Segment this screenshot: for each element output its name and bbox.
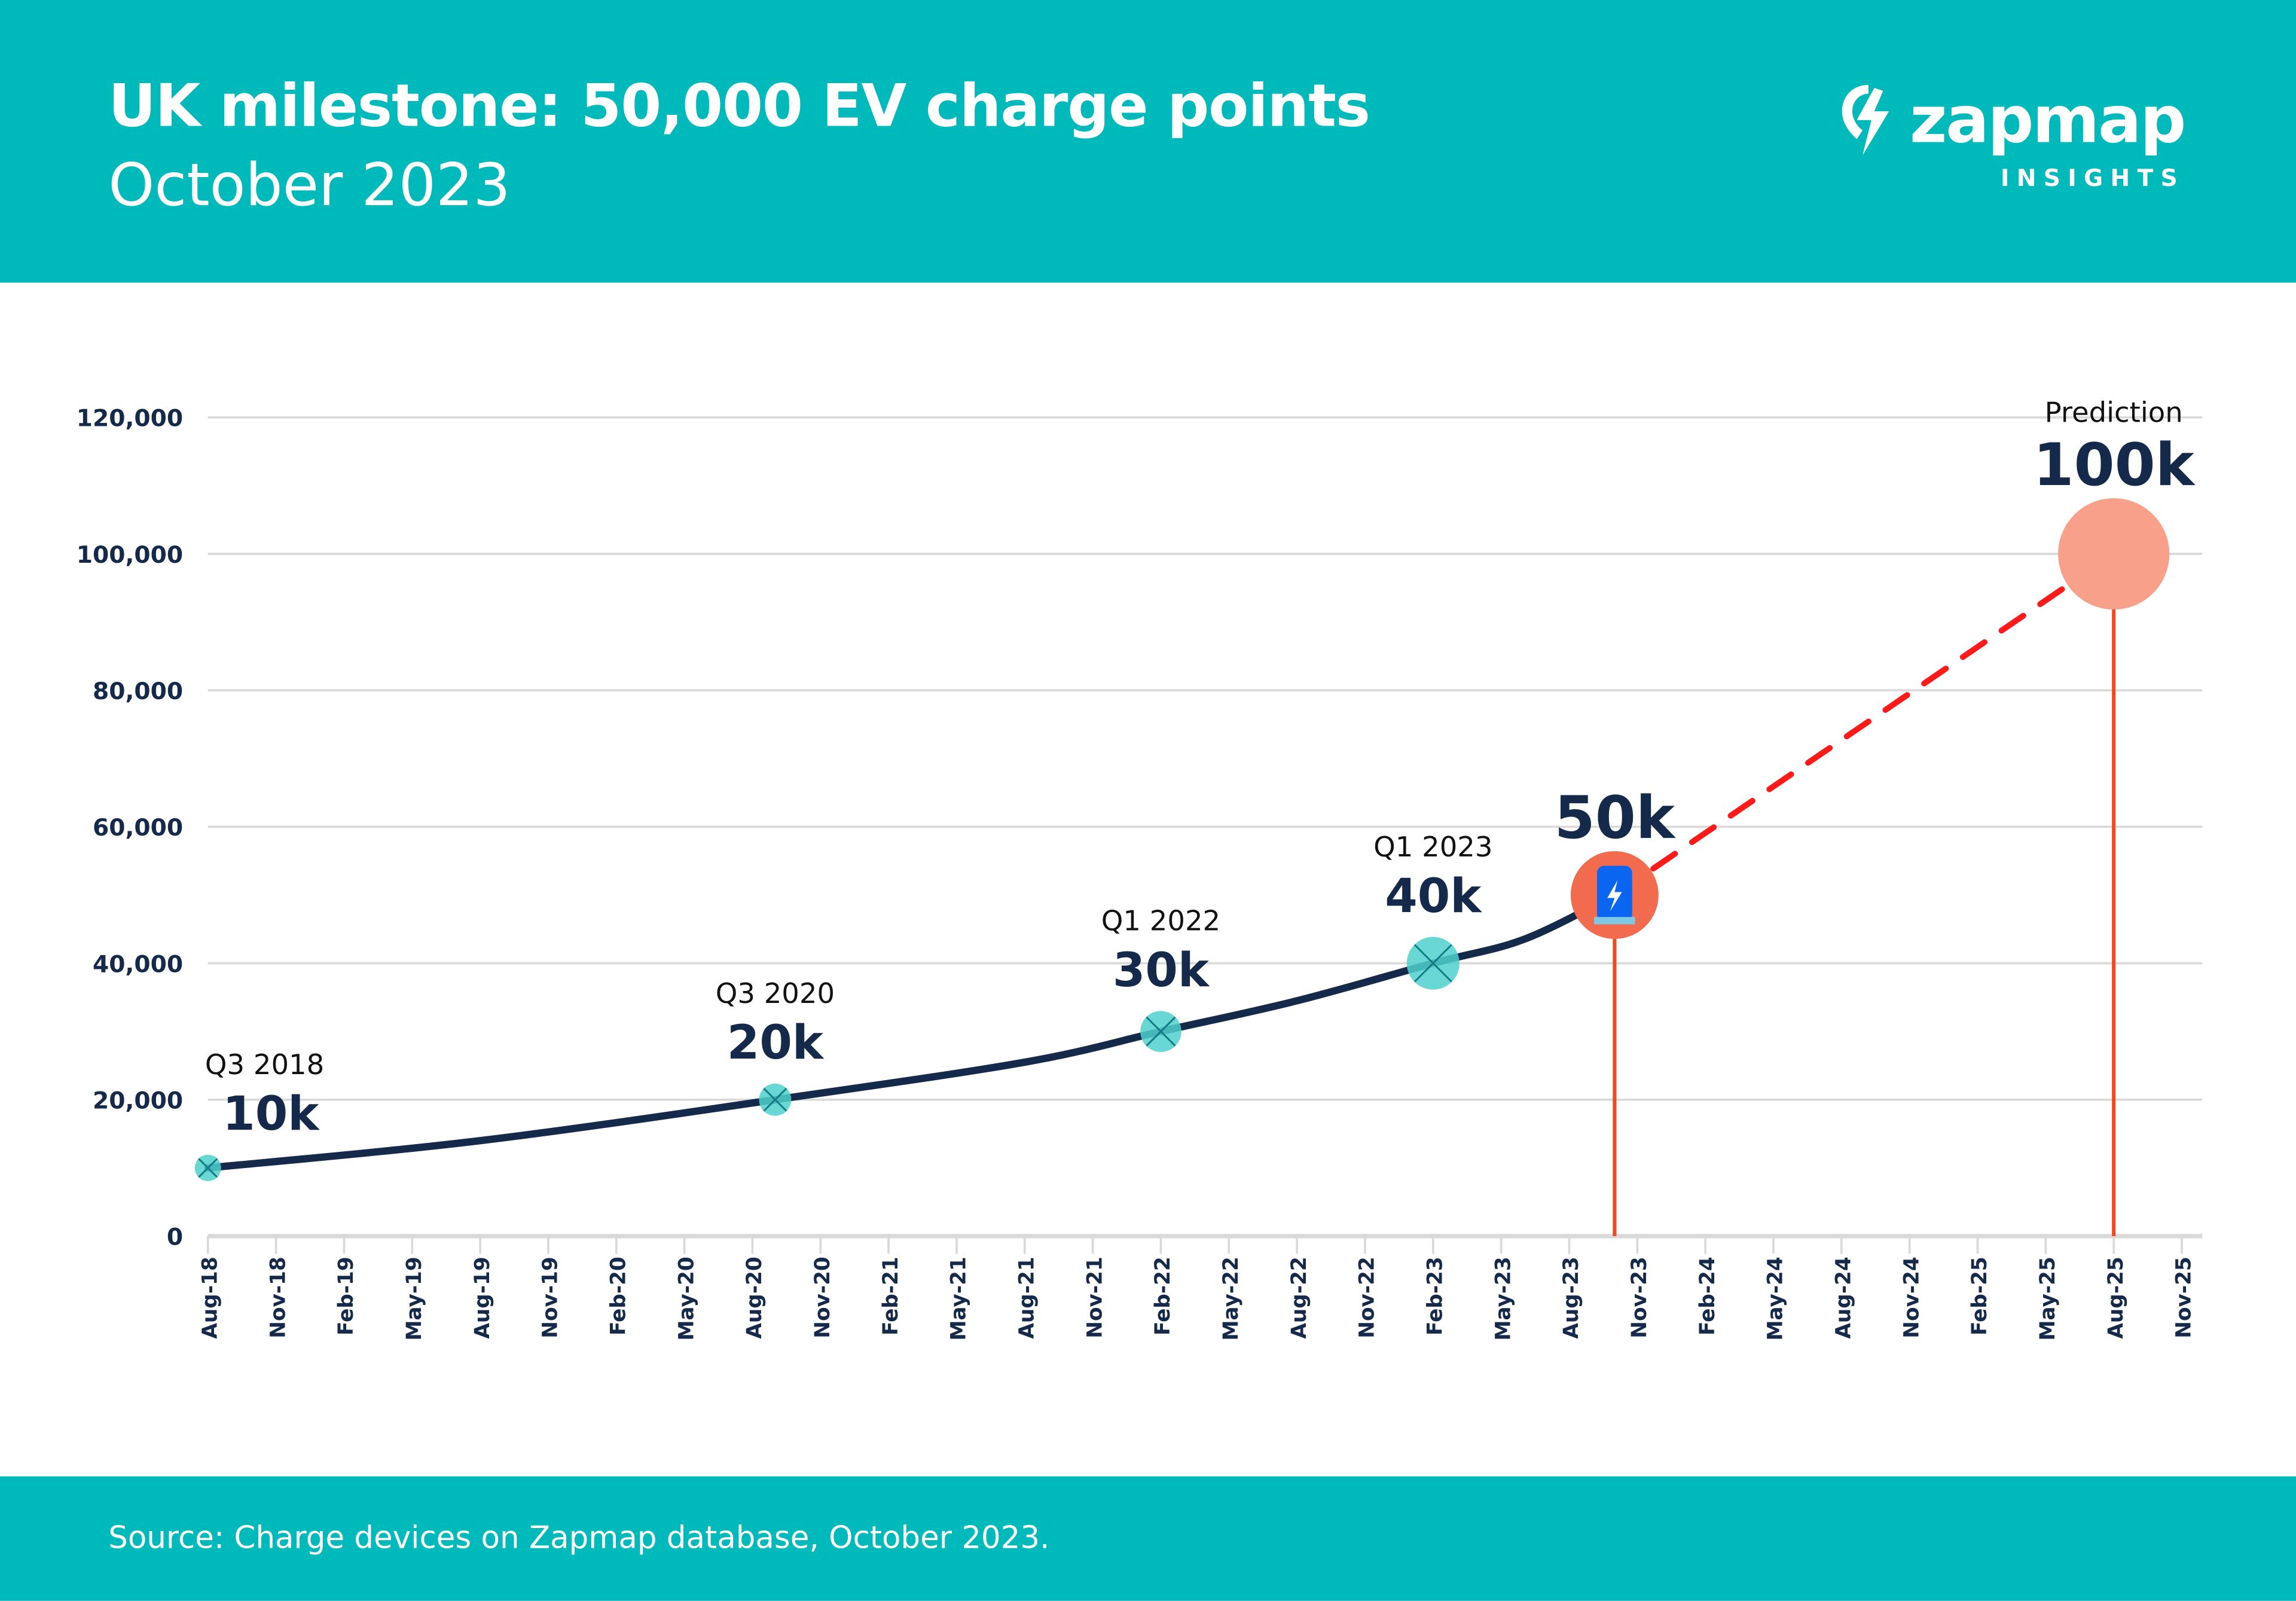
- milestone-value: 100k: [2033, 431, 2195, 499]
- x-tick-label: Aug-24: [1832, 1257, 1856, 1338]
- x-tick-label: May-23: [1491, 1257, 1515, 1340]
- zapmap-logo: zapmap INSIGHTS: [1839, 82, 2186, 192]
- y-tick-label: 20,000: [93, 1087, 183, 1114]
- y-tick-label: 80,000: [93, 678, 183, 705]
- x-tick-label: Feb-22: [1151, 1257, 1175, 1335]
- x-tick-label: May-25: [2036, 1257, 2060, 1340]
- milestone-value: 50k: [1555, 784, 1676, 852]
- x-tick-label: May-19: [402, 1257, 426, 1340]
- milestone-period: Prediction: [2045, 397, 2183, 429]
- y-tick-label: 100,000: [77, 542, 183, 569]
- source-note: Source: Charge devices on Zapmap databas…: [108, 1520, 1050, 1556]
- cross-marker-icon: [763, 1087, 787, 1112]
- x-tick-label: Aug-23: [1559, 1257, 1583, 1338]
- bolt-pin-icon: [1842, 85, 1889, 155]
- x-tick-label: Nov-23: [1628, 1257, 1651, 1338]
- page-subtitle: October 2023: [108, 152, 511, 220]
- x-tick-label: Feb-21: [879, 1257, 903, 1335]
- x-tick-label: Nov-22: [1355, 1257, 1379, 1338]
- y-tick-label: 0: [167, 1224, 183, 1251]
- header-banner: UK milestone: 50,000 EV charge points Oc…: [0, 0, 2296, 283]
- x-tick-label: May-24: [1764, 1257, 1788, 1340]
- y-tick-label: 40,000: [93, 951, 183, 978]
- x-tick-label: May-22: [1219, 1257, 1243, 1340]
- cross-marker-icon: [198, 1158, 218, 1178]
- charger-base: [1594, 917, 1635, 925]
- x-tick-label: Nov-18: [266, 1257, 290, 1338]
- logo-text: zapmap: [1909, 83, 2186, 158]
- bolt-icon: [1607, 880, 1622, 911]
- x-tick-label: Aug-21: [1015, 1257, 1039, 1338]
- footer-banner: Source: Charge devices on Zapmap databas…: [0, 1476, 2296, 1601]
- cross-marker-icon: [1413, 944, 1452, 983]
- milestone-value: 30k: [1113, 943, 1210, 998]
- logo-subtext: INSIGHTS: [2000, 164, 2185, 192]
- actual-line: [204, 891, 1619, 1172]
- x-tick-label: Aug-18: [198, 1257, 222, 1338]
- x-tick-label: Aug-22: [1287, 1257, 1311, 1338]
- x-tick-label: Nov-20: [811, 1257, 835, 1338]
- x-tick-label: Feb-20: [606, 1257, 630, 1335]
- milestone-value: 20k: [727, 1016, 825, 1070]
- x-tick-label: Aug-20: [743, 1257, 767, 1338]
- x-tick-label: Feb-19: [334, 1257, 358, 1335]
- milestone-period: Q3 2018: [205, 1048, 324, 1081]
- milestone-marker: [2058, 498, 2170, 610]
- x-tick-label: Aug-19: [471, 1257, 494, 1338]
- cross-marker-icon: [1146, 1016, 1176, 1047]
- x-tick-label: Feb-23: [1424, 1257, 1448, 1335]
- milestone-period: Q3 2020: [716, 977, 835, 1010]
- y-tick-label: 120,000: [77, 405, 183, 432]
- milestone-value: 10k: [222, 1087, 320, 1141]
- x-tick-label: May-20: [674, 1257, 698, 1340]
- x-tick-label: Nov-21: [1083, 1257, 1107, 1338]
- y-tick-label: 60,000: [93, 815, 183, 841]
- x-tick-label: Nov-25: [2172, 1257, 2196, 1338]
- x-tick-label: Feb-24: [1696, 1257, 1720, 1335]
- prediction-line: [1611, 551, 2117, 898]
- x-tick-label: Feb-25: [1968, 1257, 1992, 1335]
- milestone-value: 40k: [1385, 869, 1482, 923]
- page-title: UK milestone: 50,000 EV charge points: [108, 73, 1370, 141]
- x-tick-label: Nov-24: [1900, 1257, 1923, 1338]
- x-tick-label: May-21: [947, 1257, 971, 1340]
- milestone-period: Q1 2023: [1373, 831, 1492, 863]
- x-tick-label: Nov-19: [539, 1257, 563, 1338]
- milestone-period: Q1 2022: [1101, 905, 1220, 937]
- x-tick-label: Aug-25: [2104, 1257, 2128, 1338]
